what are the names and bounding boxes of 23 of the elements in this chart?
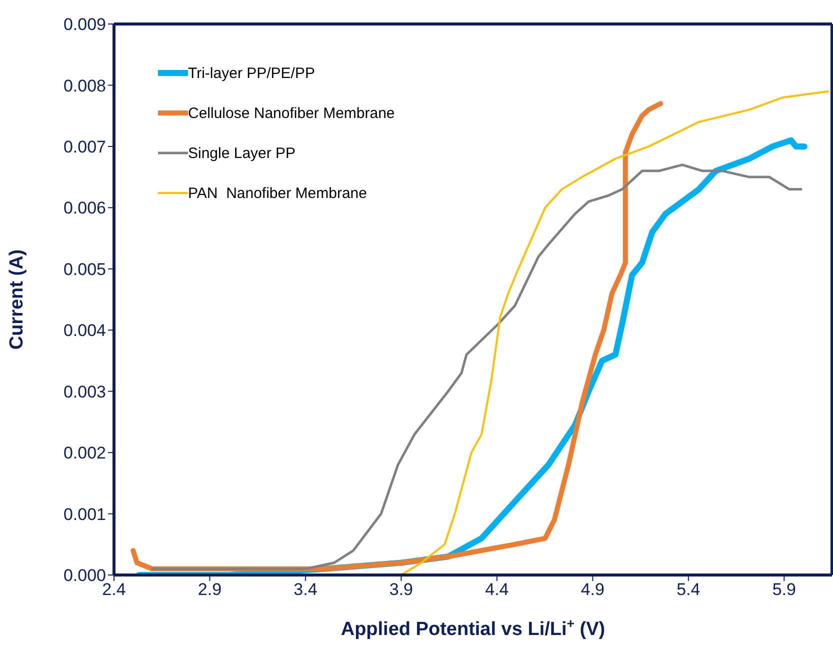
y-tick-label: 0.004: [63, 321, 106, 340]
y-tick-label: 0.009: [63, 15, 106, 34]
y-axis-title: Current (A): [6, 249, 28, 350]
y-tick-label: 0.008: [63, 76, 106, 96]
x-tick-label: 3.9: [389, 580, 414, 600]
y-tick-label: 0.003: [63, 382, 106, 402]
y-tick-label: 0.002: [63, 444, 106, 463]
y-tick-label: 0.006: [63, 198, 106, 218]
legend-label: Cellulose Nanofiber Membrane: [188, 104, 395, 122]
legend-label: Single Layer PP: [188, 144, 296, 162]
legend-label: PAN Nanofiber Membrane: [188, 184, 367, 202]
x-tick-label: 3.4: [294, 580, 318, 600]
y-tick-label: 0.007: [63, 137, 106, 156]
x-tick-label: 5.9: [772, 580, 796, 600]
x-tick-label: 5.4: [676, 580, 700, 600]
x-tick-label: 4.9: [580, 580, 604, 600]
x-tick-label: 4.4: [485, 580, 509, 600]
y-tick-label: 0.001: [63, 504, 106, 524]
x-tick-label: 2.4: [102, 580, 126, 600]
x-axis-title: Applied Potential vs Li/Li$^{+}$ (V): [340, 616, 606, 640]
x-tick-label: 2.9: [198, 580, 222, 600]
legend-label: Tri-layer PP/PE/PP: [188, 64, 315, 82]
y-tick-label: 0.005: [63, 260, 106, 279]
